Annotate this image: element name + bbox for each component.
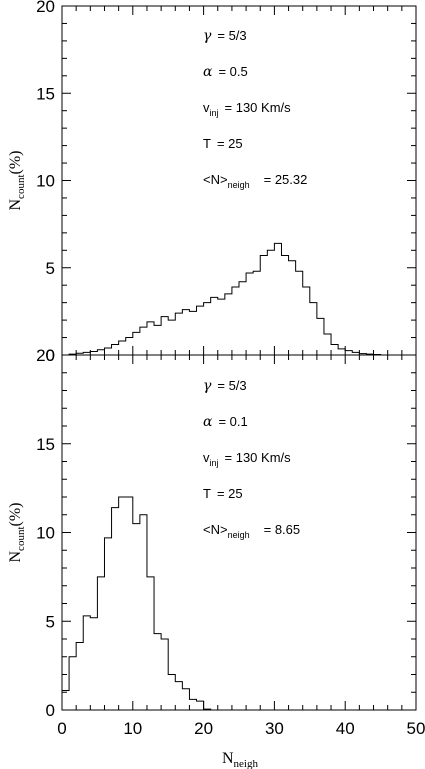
histogram-bin xyxy=(97,350,104,355)
y-tick-label: 10 xyxy=(36,524,55,543)
histogram-bin xyxy=(126,497,133,710)
parameter-annotation: <N>neigh = 25.32 xyxy=(203,172,307,190)
parameter-annotation: α = 0.5 xyxy=(203,64,248,80)
histogram-bin xyxy=(211,297,218,355)
histogram-bin xyxy=(140,515,147,710)
histogram-series xyxy=(68,242,382,355)
histogram-bin xyxy=(296,271,303,355)
x-tick-label: 50 xyxy=(407,719,425,738)
parameter-annotation: <N>neigh = 8.65 xyxy=(203,522,300,540)
parameter-annotation: γ = 5/3 xyxy=(203,28,247,44)
histogram-bin xyxy=(168,675,175,711)
histogram-bin xyxy=(345,351,352,355)
histogram-bin xyxy=(267,250,274,355)
histogram-bin xyxy=(324,334,331,355)
histogram-bin xyxy=(197,306,204,355)
parameter-annotation: T = 25 xyxy=(203,136,243,151)
parameter-annotation: vinj = 130 Km/s xyxy=(203,100,291,118)
histogram-bin xyxy=(225,294,232,355)
parameter-annotation: α = 0.1 xyxy=(203,414,248,430)
histogram-bin xyxy=(147,577,154,710)
histogram-bin xyxy=(218,299,225,355)
histogram-bin xyxy=(112,508,119,710)
histogram-bin xyxy=(317,318,324,355)
histogram-bin xyxy=(104,348,111,355)
histogram-bin xyxy=(232,287,239,355)
histogram-series xyxy=(61,496,212,710)
histogram-bin xyxy=(253,271,260,355)
histogram-bin xyxy=(119,497,126,710)
x-tick-label: 30 xyxy=(265,719,284,738)
histogram-bin xyxy=(161,639,168,710)
y-axis-title: Ncount(%) xyxy=(7,151,27,211)
x-tick-label: 10 xyxy=(123,719,142,738)
histogram-bin xyxy=(83,616,90,710)
histogram-bin xyxy=(133,524,140,710)
histogram-bin xyxy=(119,341,126,355)
histogram-bin xyxy=(90,618,97,710)
y-tick-label: 5 xyxy=(46,612,55,631)
y-axis-title: Ncount(%) xyxy=(7,503,27,563)
x-tick-label: 40 xyxy=(336,719,355,738)
top-panel: 0 5 10 15 20 Ncount(%) γ = 5/3 α = 0.5 vinj = 130 K… xyxy=(7,0,417,365)
histogram-bin xyxy=(69,657,76,710)
histogram-bin xyxy=(338,349,345,355)
y-tick-label: 0 xyxy=(46,346,55,365)
x-tick-label: 0 xyxy=(57,719,66,738)
histogram-bin xyxy=(175,313,182,355)
y-tick-label: 15 xyxy=(36,435,55,454)
histogram-bin xyxy=(303,287,310,355)
histogram-bin xyxy=(281,256,288,355)
parameter-annotation: vinj = 130 Km/s xyxy=(203,450,291,468)
histogram-bin xyxy=(90,352,97,355)
y-tick-label: 10 xyxy=(36,172,55,191)
histogram-bin xyxy=(260,256,267,355)
histogram-bin xyxy=(246,273,253,355)
x-axis-title: Nneigh xyxy=(222,750,259,769)
histogram-bin xyxy=(76,643,83,710)
histogram-bin xyxy=(140,327,147,355)
histogram-bin xyxy=(154,634,161,710)
histogram-bin xyxy=(274,243,281,355)
histogram-bin xyxy=(161,317,168,355)
histogram-bin xyxy=(182,689,189,710)
histogram-bin xyxy=(204,303,211,355)
histogram-bin xyxy=(168,320,175,355)
y-tick-label: 20 xyxy=(36,0,55,16)
histogram-bin xyxy=(133,332,140,355)
histogram-bin xyxy=(182,310,189,355)
histogram-bin xyxy=(154,325,161,355)
histogram-bin xyxy=(126,338,133,355)
x-tick-label: 20 xyxy=(194,719,213,738)
y-tick-label: 20 xyxy=(36,346,55,365)
histogram-bin xyxy=(189,699,196,710)
histogram-bin xyxy=(189,311,196,355)
histogram-bin xyxy=(289,261,296,355)
histogram-bin xyxy=(310,303,317,355)
histogram-bin xyxy=(331,345,338,355)
parameter-annotation: γ = 5/3 xyxy=(203,378,247,394)
histogram-bin xyxy=(175,682,182,710)
parameter-annotation: T = 25 xyxy=(203,486,243,501)
y-tick-label: 0 xyxy=(46,701,55,720)
histogram-bin xyxy=(239,282,246,355)
histogram-bin xyxy=(62,690,69,710)
histogram-bin xyxy=(112,345,119,355)
histogram-bin xyxy=(147,322,154,355)
histogram-bin xyxy=(104,538,111,710)
y-tick-label: 15 xyxy=(36,84,55,103)
histogram-bin xyxy=(97,577,104,710)
histogram-bin xyxy=(197,701,204,710)
y-tick-label: 5 xyxy=(46,259,55,278)
